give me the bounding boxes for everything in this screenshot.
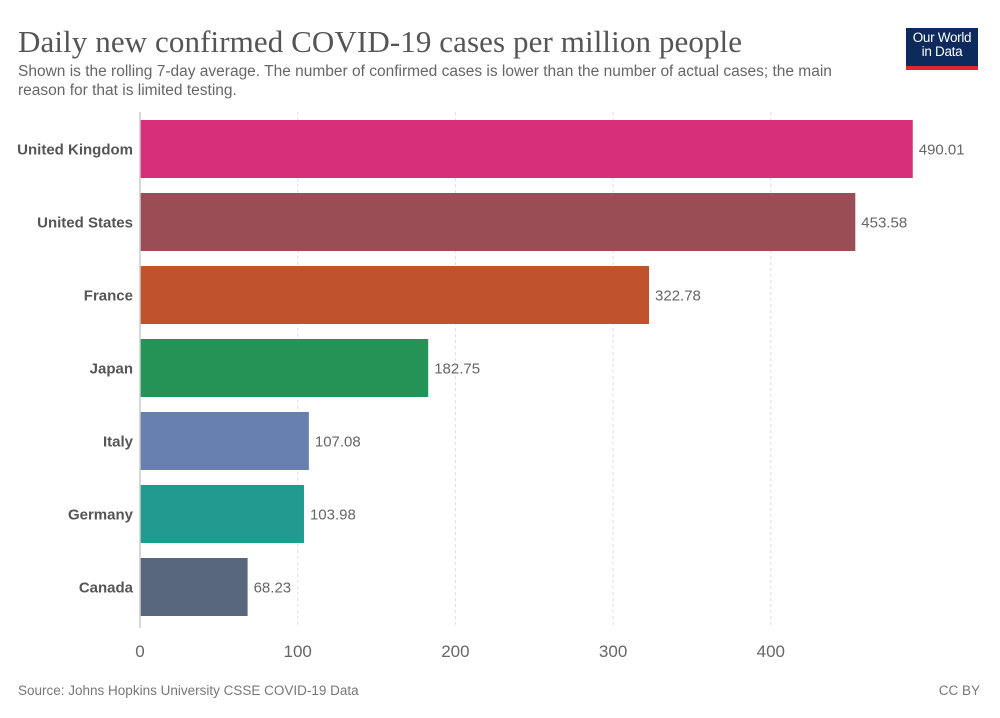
value-labels: 490.01 453.58 322.78 182.75 107.08 103.98 68.2… [254,142,965,597]
category-label: Canada [79,580,134,597]
value-label: 68.23 [254,580,292,597]
category-label: France [84,288,133,305]
category-label: Italy [103,434,134,451]
logo-line-1: Our World [912,30,972,45]
bar-germany[interactable] [140,485,304,543]
x-tick-label: 200 [441,642,469,661]
bar-france[interactable] [140,266,650,324]
bar-united-states[interactable] [140,193,856,251]
value-label: 182.75 [434,361,480,378]
category-labels: United Kingdom United States France Japan It… [17,142,133,597]
chart-subtitle: Shown is the rolling 7-day average. The … [18,63,832,99]
category-label: Germany [68,507,134,524]
value-label: 103.98 [310,507,356,524]
bar-canada[interactable] [140,558,248,616]
x-tick-label: 0 [135,642,144,661]
source-note[interactable]: Source: Johns Hopkins University CSSE CO… [18,683,359,698]
license-link[interactable]: CC BY [938,683,980,698]
category-label: Japan [90,361,133,378]
logo-line-2: in Data [921,44,963,59]
category-label: United States [37,215,133,232]
chart-title: Daily new confirmed COVID-19 cases per m… [18,24,743,59]
x-tick-label: 100 [284,642,312,661]
bar-united-kingdom[interactable] [140,120,913,178]
category-label: United Kingdom [17,142,133,159]
bar-italy[interactable] [140,412,309,470]
value-label: 107.08 [315,434,361,451]
x-tick-label: 400 [757,642,785,661]
x-tick-label: 300 [599,642,627,661]
bar-japan[interactable] [140,339,429,397]
owid-logo[interactable]: Our World in Data [906,28,978,70]
logo-accent-bar [906,66,978,70]
value-label: 453.58 [861,215,907,232]
x-axis-ticks: 0 100 200 300 400 [135,642,785,661]
bars [140,120,913,616]
value-label: 490.01 [919,142,965,159]
value-label: 322.78 [655,288,701,305]
